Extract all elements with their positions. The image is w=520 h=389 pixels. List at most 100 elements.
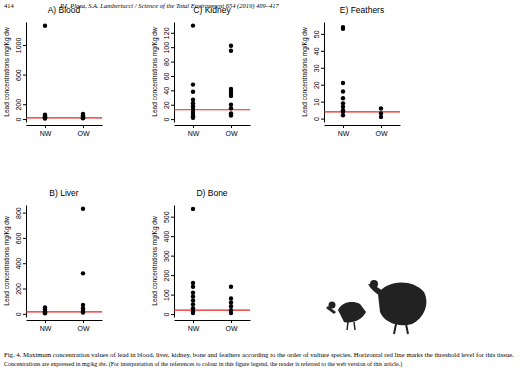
data-point xyxy=(341,89,345,93)
data-point xyxy=(191,281,195,285)
y-tick: 50 xyxy=(313,30,324,38)
bird-silhouette xyxy=(326,302,366,331)
page-number: 414 xyxy=(4,2,15,9)
data-point xyxy=(43,311,47,315)
y-tick-label: 0 xyxy=(15,117,22,121)
x-tick-label: NW xyxy=(40,325,52,332)
panel: 01020304050NWOWE) FeathersLead concentra… xyxy=(301,5,401,137)
figure-caption: Fig. 4. Maximum concentration values of … xyxy=(4,352,515,358)
threshold-line xyxy=(26,311,102,312)
plot-area xyxy=(26,24,102,121)
x-tick-mark xyxy=(231,320,232,323)
panel: 02006001000NWOWA) BloodLead concentratio… xyxy=(3,5,103,137)
data-point xyxy=(191,285,195,289)
y-tick: 20 xyxy=(163,101,174,109)
y-tick: 100 xyxy=(163,289,174,301)
threshold-line xyxy=(26,117,102,118)
data-point xyxy=(43,24,47,28)
y-tick: 60 xyxy=(163,72,174,80)
x-tick: NW xyxy=(188,320,200,332)
panel: 0100200300400500NWOWD) BoneLead concentr… xyxy=(151,188,251,332)
figure-page: 414P.I. Plaza, S.A. Lambertucci / Scienc… xyxy=(0,0,520,389)
x-tick: OW xyxy=(375,125,387,137)
x-tick-mark xyxy=(45,125,46,128)
y-axis: 0200400600800 xyxy=(15,206,27,318)
x-axis-line xyxy=(325,125,401,126)
data-point xyxy=(191,23,195,27)
y-tick-mark xyxy=(321,119,324,120)
x-tick-mark xyxy=(45,320,46,323)
x-tick-label: NW xyxy=(338,130,350,137)
y-axis-line xyxy=(174,206,175,318)
x-axis: NW OW xyxy=(175,125,251,137)
x-axis-line xyxy=(27,125,103,126)
x-tick-mark xyxy=(83,320,84,323)
y-tick-mark xyxy=(23,104,26,105)
y-tick-mark xyxy=(171,76,174,77)
y-tick-mark xyxy=(321,51,324,52)
y-tick: 300 xyxy=(163,250,174,262)
x-axis: NW OW xyxy=(175,320,251,332)
threshold-line xyxy=(324,111,400,112)
y-tick-label: 20 xyxy=(313,81,320,89)
y-tick-mark xyxy=(171,90,174,91)
y-tick: 1000 xyxy=(15,38,26,54)
y-tick-mark xyxy=(171,256,174,257)
y-tick-label: 80 xyxy=(163,58,170,66)
y-tick: 120 xyxy=(163,27,174,39)
y-axis: 02006001000 xyxy=(15,23,27,123)
x-tick-label: OW xyxy=(225,325,237,332)
y-tick: 500 xyxy=(163,211,174,223)
y-tick-label: 200 xyxy=(15,99,22,111)
bird-silhouette xyxy=(368,280,426,334)
y-tick-label: 40 xyxy=(313,47,320,55)
y-tick: 80 xyxy=(163,58,174,66)
y-tick-label: 300 xyxy=(163,250,170,262)
panel-title: A) Blood xyxy=(48,5,81,15)
x-tick-label: OW xyxy=(375,130,387,137)
y-tick: 100 xyxy=(163,42,174,54)
y-tick: 400 xyxy=(163,231,174,243)
plot-area xyxy=(324,25,400,119)
panel-title: C) Kidney xyxy=(193,5,231,15)
y-tick-mark xyxy=(171,217,174,218)
data-point xyxy=(191,294,195,298)
y-axis-line xyxy=(26,23,27,123)
y-tick-label: 120 xyxy=(163,27,170,39)
x-axis: NW OW xyxy=(27,320,103,332)
x-tick-mark xyxy=(193,320,194,323)
y-tick-mark xyxy=(23,45,26,46)
x-tick-mark xyxy=(343,125,344,128)
x-tick-label: NW xyxy=(40,130,52,137)
y-tick-mark xyxy=(23,119,26,120)
y-tick: 40 xyxy=(163,87,174,95)
data-point xyxy=(341,81,345,85)
data-point xyxy=(229,296,233,300)
data-point xyxy=(229,106,233,110)
y-tick-mark xyxy=(171,33,174,34)
x-tick: OW xyxy=(77,320,89,332)
y-tick-mark xyxy=(171,314,174,315)
data-point xyxy=(81,115,85,119)
data-point xyxy=(191,302,195,306)
y-tick-label: 100 xyxy=(163,42,170,54)
threshold-line xyxy=(174,109,250,110)
y-tick-label: 800 xyxy=(15,207,22,219)
y-tick-label: 1000 xyxy=(15,38,22,54)
y-tick-mark xyxy=(171,62,174,63)
y-axis: 01020304050 xyxy=(313,23,325,123)
y-tick: 800 xyxy=(15,207,26,219)
y-tick: 0 xyxy=(15,117,26,121)
y-tick: 600 xyxy=(15,232,26,244)
y-tick-label: 0 xyxy=(15,312,22,316)
data-point xyxy=(43,116,47,120)
bird-silhouettes xyxy=(326,280,426,334)
y-tick: 40 xyxy=(313,47,324,55)
data-point xyxy=(81,116,85,120)
y-axis: 020406080100120 xyxy=(163,23,175,123)
x-tick: NW xyxy=(188,125,200,137)
y-tick-label: 0 xyxy=(163,313,170,317)
y-tick: 400 xyxy=(15,258,26,270)
y-tick-mark xyxy=(23,238,26,239)
x-tick-label: OW xyxy=(225,130,237,137)
